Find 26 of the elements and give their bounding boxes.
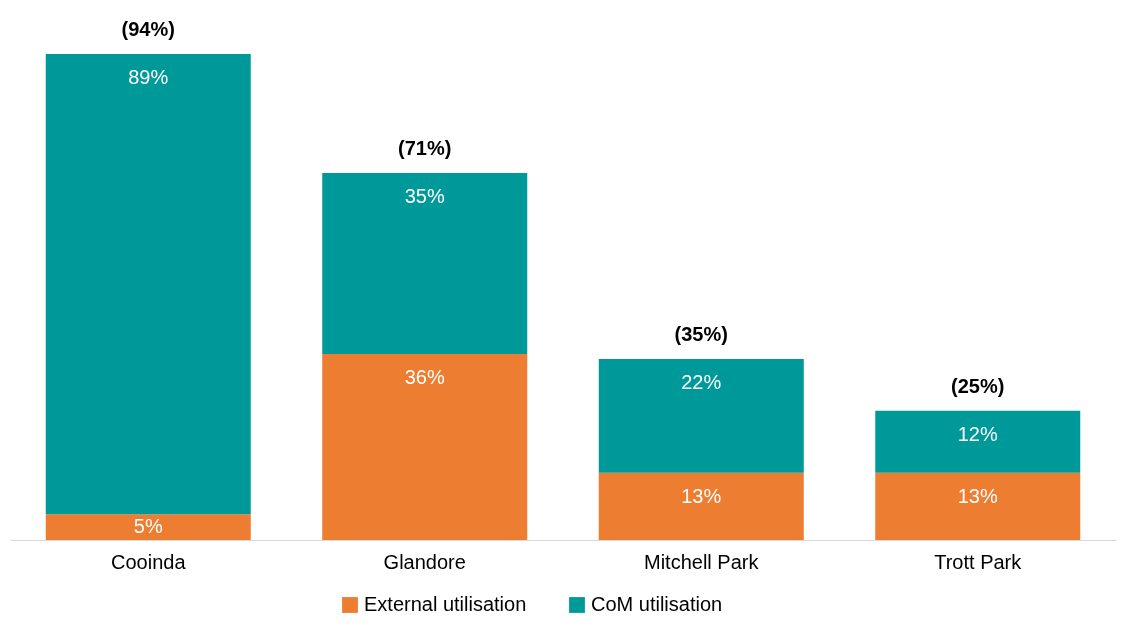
x-tick-label: Mitchell Park: [644, 550, 760, 573]
bar: [322, 172, 528, 354]
bar: [45, 514, 251, 540]
x-tick-label: Glandore: [383, 550, 466, 573]
data-label: 89%: [128, 66, 169, 89]
bar: [875, 410, 1081, 473]
bar: [322, 353, 528, 540]
data-label: 12%: [957, 423, 998, 446]
x-tick-label: Trott Park: [934, 550, 1023, 573]
total-label: (25%): [951, 374, 1005, 397]
data-label: 22%: [681, 371, 722, 394]
data-label: 13%: [957, 485, 998, 508]
bar: [598, 472, 804, 540]
data-label: 13%: [681, 485, 722, 508]
bar: [875, 472, 1081, 540]
total-label: (71%): [398, 136, 452, 159]
legend-label: External utilisation: [364, 593, 527, 615]
bar: [45, 54, 251, 515]
data-label: 5%: [133, 515, 163, 538]
data-label: 35%: [404, 185, 445, 208]
total-label: (94%): [121, 18, 175, 41]
legend-label: CoM utilisation: [591, 593, 723, 615]
x-tick-label: Cooinda: [110, 550, 187, 573]
total-label: (35%): [674, 323, 728, 346]
bar: [598, 359, 804, 473]
data-label: 36%: [404, 366, 445, 389]
